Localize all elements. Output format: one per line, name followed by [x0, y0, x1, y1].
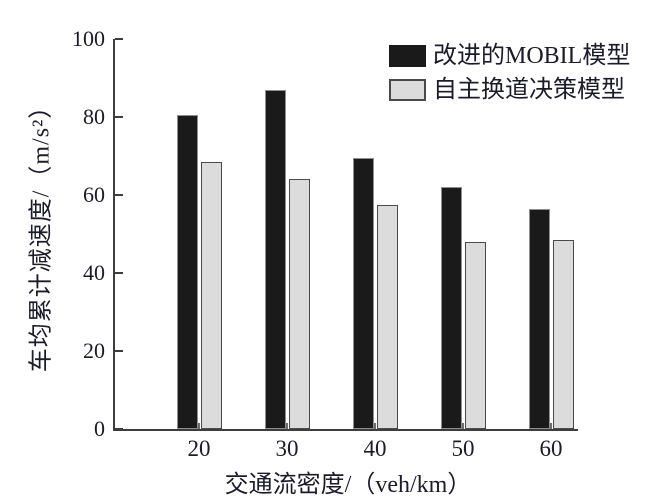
y-tick-label: 100	[72, 26, 105, 51]
x-tick-mark	[462, 423, 464, 429]
bar-autonomous-30	[289, 179, 310, 429]
bar-improved-mobil-50	[441, 187, 462, 429]
x-tick-mark	[286, 423, 288, 429]
y-tick-mark	[115, 272, 123, 274]
plot-area: 0 20 40 60 80 100	[72, 28, 578, 440]
y-tick-label: 0	[94, 416, 105, 441]
bar-improved-mobil-60	[529, 208, 550, 429]
legend: 改进的MOBIL模型 自主换道决策模型	[389, 44, 630, 112]
x-tick-label-20: 20	[187, 436, 211, 461]
y-tick-label: 20	[83, 338, 105, 363]
x-tick-mark	[374, 423, 376, 429]
legend-label-autonomous-lane-change: 自主换道决策模型	[433, 76, 625, 103]
y-tick-mark	[115, 38, 123, 40]
x-tick-mark	[198, 423, 200, 429]
x-axis-title: 交通流密度/（veh/km）	[224, 472, 472, 498]
y-tick-mark	[115, 116, 123, 118]
y-tick-mark	[115, 194, 123, 196]
bar-autonomous-50	[465, 241, 486, 429]
y-tick-label: 40	[83, 260, 105, 285]
bar-autonomous-20	[201, 161, 222, 429]
legend-item-improved-mobil: 改进的MOBIL模型	[389, 42, 631, 69]
legend-item-autonomous-lane-change: 自主换道决策模型	[389, 76, 630, 103]
legend-label-improved-mobil: 改进的MOBIL模型	[433, 42, 631, 69]
y-axis-title: 车均累计减速度/（m/s²）	[28, 93, 55, 373]
y-tick-label: 60	[83, 182, 105, 207]
bar-autonomous-60	[553, 239, 574, 429]
x-tick-label-60: 60	[539, 436, 563, 461]
bar-improved-mobil-20	[177, 115, 198, 429]
bar-improved-mobil-40	[353, 157, 374, 429]
y-tick-mark	[115, 428, 123, 430]
bar-improved-mobil-30	[265, 89, 286, 429]
x-tick-mark	[550, 423, 552, 429]
x-tick-label-30: 30	[275, 436, 299, 461]
legend-swatch-improved-mobil-icon	[389, 44, 426, 67]
y-tick-label: 80	[83, 104, 105, 129]
x-tick-label-40: 40	[363, 436, 387, 461]
x-tick-label-50: 50	[451, 436, 475, 461]
bar-autonomous-40	[377, 204, 398, 429]
y-tick-mark	[115, 350, 123, 352]
legend-swatch-autonomous-lane-change-icon	[389, 78, 426, 101]
